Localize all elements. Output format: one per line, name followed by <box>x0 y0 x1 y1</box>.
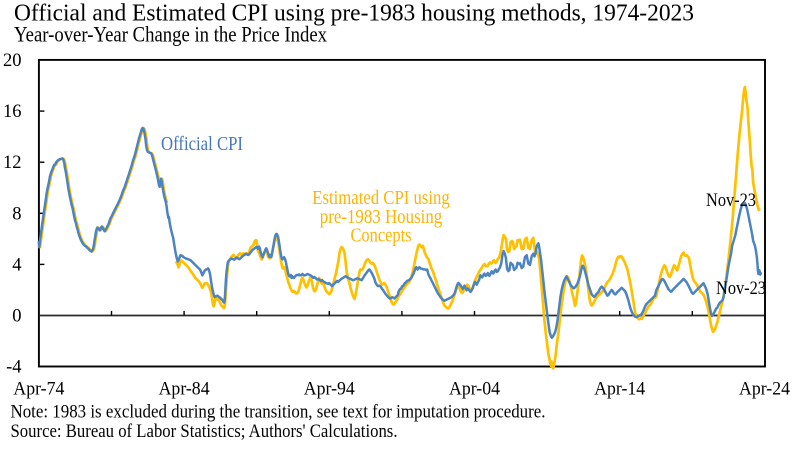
svg-text:Apr-84: Apr-84 <box>159 379 210 400</box>
svg-text:0: 0 <box>12 307 21 327</box>
svg-text:Apr-94: Apr-94 <box>304 379 355 400</box>
svg-text:Apr-04: Apr-04 <box>449 379 500 400</box>
svg-text:20: 20 <box>3 51 22 71</box>
svg-text:4: 4 <box>12 255 21 275</box>
svg-text:-4: -4 <box>6 358 21 378</box>
svg-text:Official CPI: Official CPI <box>161 134 243 155</box>
svg-text:8: 8 <box>12 204 21 224</box>
svg-text:Nov-23: Nov-23 <box>716 278 766 299</box>
svg-text:Source: Bureau of Labor Statis: Source: Bureau of Labor Statistics; Auth… <box>11 421 398 442</box>
svg-text:Apr-24: Apr-24 <box>739 379 790 400</box>
svg-text:16: 16 <box>3 102 22 122</box>
svg-text:Apr-14: Apr-14 <box>594 379 645 400</box>
svg-text:12: 12 <box>3 153 22 173</box>
svg-text:pre-1983 Housing: pre-1983 Housing <box>320 206 443 228</box>
svg-text:Apr-74: Apr-74 <box>13 379 64 400</box>
svg-text:Estimated CPI using: Estimated CPI using <box>312 187 450 209</box>
svg-text:Note: 1983 is excluded during: Note: 1983 is excluded during the transi… <box>11 401 546 422</box>
svg-text:Year-over-Year Change in the P: Year-over-Year Change in the Price Index <box>14 22 327 47</box>
svg-text:Official and Estimated CPI usi: Official and Estimated CPI using pre-198… <box>14 0 694 26</box>
svg-text:Concepts: Concepts <box>351 225 412 247</box>
svg-text:Nov-23: Nov-23 <box>706 190 756 211</box>
